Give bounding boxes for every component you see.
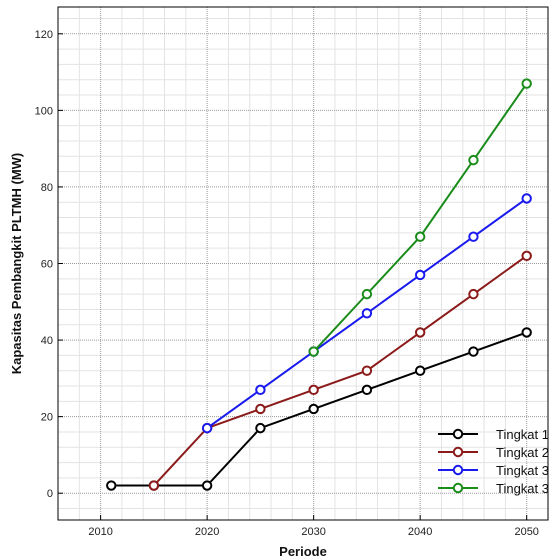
data-point <box>308 346 319 357</box>
y-tick-label: 100 <box>35 105 53 117</box>
data-point <box>308 384 319 396</box>
legend-marker <box>452 464 464 476</box>
y-tick-label: 0 <box>47 488 53 500</box>
data-point <box>201 480 213 491</box>
legend-label: Tingkat 1 <box>496 427 549 442</box>
series-4 <box>308 78 532 357</box>
data-point <box>361 365 373 376</box>
data-point <box>255 384 266 396</box>
data-point <box>414 269 426 281</box>
data-point <box>361 308 373 319</box>
legend-item: Tingkat 3 <box>438 481 549 496</box>
legend-item: Tingkat 3 <box>438 463 549 478</box>
data-point <box>521 250 532 262</box>
series-line <box>153 255 528 487</box>
x-tick-label: 2010 <box>88 526 112 538</box>
data-point <box>468 231 479 242</box>
data-point <box>414 231 426 242</box>
major-grid <box>58 7 548 520</box>
data-point <box>521 78 532 89</box>
y-tick-label: 60 <box>41 259 53 271</box>
data-point <box>201 422 213 434</box>
y-axis: 0 20 40 60 80 100 120 <box>35 29 63 500</box>
data-point <box>106 480 117 491</box>
data-point <box>361 288 373 300</box>
series-layer <box>106 78 532 491</box>
y-axis-title: Kapasitas Pembangkit PLTMH (MW) <box>9 153 24 375</box>
y-tick-label: 40 <box>41 335 53 347</box>
data-point <box>521 193 532 204</box>
data-point <box>255 403 266 415</box>
data-point <box>468 154 479 166</box>
legend-label: Tingkat 3 <box>496 463 549 478</box>
data-point <box>148 480 160 491</box>
legend-item: Tingkat 1 <box>438 427 549 442</box>
data-point <box>468 346 479 357</box>
data-point <box>468 288 479 300</box>
data-point <box>361 384 373 396</box>
x-tick-label: 2040 <box>408 526 432 538</box>
y-tick-label: 20 <box>41 412 53 424</box>
x-axis: 2010 2020 2030 2040 2050 <box>88 515 539 538</box>
x-axis-title: Periode <box>279 544 327 559</box>
legend-label: Tingkat 2 <box>496 445 549 460</box>
x-tick-label: 2030 <box>301 526 325 538</box>
data-point <box>308 403 319 415</box>
legend-marker <box>452 428 464 440</box>
data-point <box>414 365 426 376</box>
y-tick-label: 120 <box>35 29 53 41</box>
legend: Tingkat 1 Tingkat 2 Tingkat 3 Tingkat 3 <box>438 427 549 496</box>
data-point <box>521 327 532 338</box>
x-tick-label: 2050 <box>514 526 538 538</box>
data-point <box>414 327 426 338</box>
legend-marker <box>452 446 464 458</box>
legend-marker <box>452 482 464 494</box>
x-tick-label: 2020 <box>195 526 219 538</box>
legend-item: Tingkat 2 <box>438 445 549 460</box>
data-point <box>255 422 266 434</box>
y-tick-label: 80 <box>41 182 53 194</box>
legend-label: Tingkat 3 <box>496 481 549 496</box>
